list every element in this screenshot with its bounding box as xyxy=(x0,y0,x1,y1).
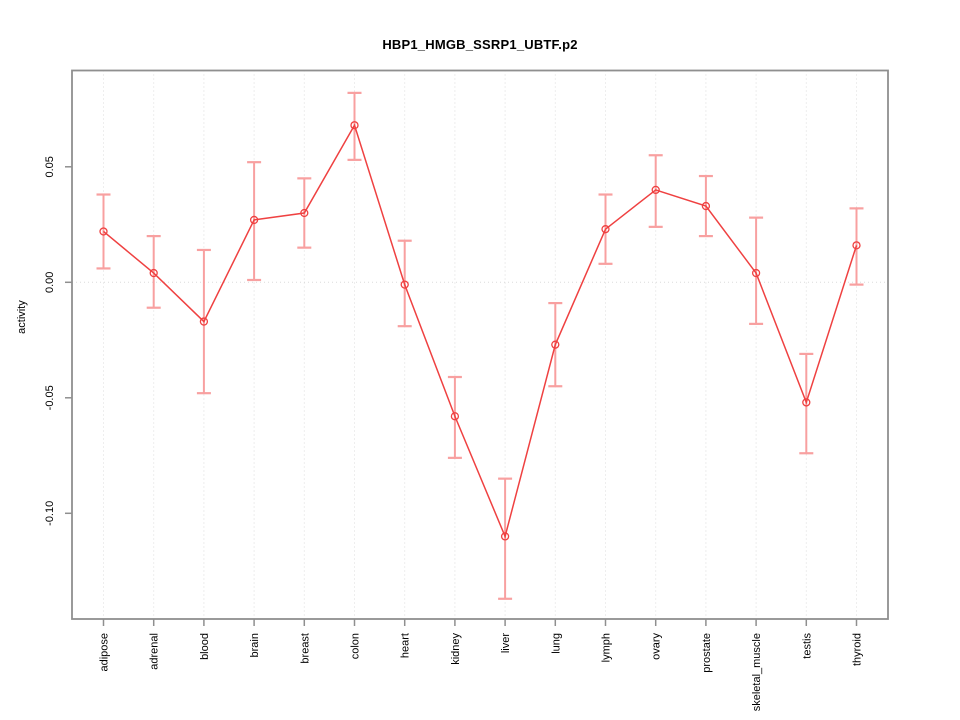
x-tick-label: thyroid xyxy=(852,633,864,666)
data-point xyxy=(551,340,560,349)
x-tick-label: blood xyxy=(199,633,211,660)
series-line xyxy=(103,123,858,539)
y-tick-label: 0.05 xyxy=(44,156,56,177)
y-axis-label: activity xyxy=(16,300,28,334)
data-point xyxy=(751,268,761,278)
data-point xyxy=(199,317,209,326)
x-tick-label: brain xyxy=(249,633,261,657)
data-point xyxy=(99,227,108,236)
x-tick-label: heart xyxy=(400,633,412,658)
x-tick-label: adrenal xyxy=(149,633,161,670)
y-tick-label: 0.00 xyxy=(44,272,56,293)
data-point xyxy=(601,225,610,234)
plot-box xyxy=(71,69,889,620)
x-tick-label: liver xyxy=(500,633,512,654)
data-point xyxy=(651,185,660,195)
x-tick-label: lymph xyxy=(601,633,613,662)
x-tick-label: testis xyxy=(801,633,813,659)
x-tick-label: breast xyxy=(299,633,311,664)
data-point xyxy=(149,268,158,278)
data-point xyxy=(450,412,460,421)
x-tick-label: skeletal_muscle xyxy=(751,633,763,711)
data-point xyxy=(802,398,811,407)
x-tick-label: adipose xyxy=(99,633,111,672)
data-point xyxy=(350,121,359,130)
chart-title: HBP1_HMGB_SSRP1_UBTF.p2 xyxy=(382,37,578,52)
x-tick-label: kidney xyxy=(450,633,462,665)
y-tick-label: -0.10 xyxy=(44,501,56,526)
data-point xyxy=(400,280,409,289)
y-tick-label: -0.05 xyxy=(44,385,56,410)
data-point xyxy=(500,532,510,541)
data-point xyxy=(852,241,861,250)
x-tick-label: colon xyxy=(350,633,362,659)
x-tick-label: lung xyxy=(550,633,562,654)
x-tick-label: ovary xyxy=(651,633,663,660)
x-tick-label: prostate xyxy=(701,633,713,673)
data-point xyxy=(701,201,711,211)
data-point xyxy=(249,215,259,225)
data-point xyxy=(300,208,309,218)
